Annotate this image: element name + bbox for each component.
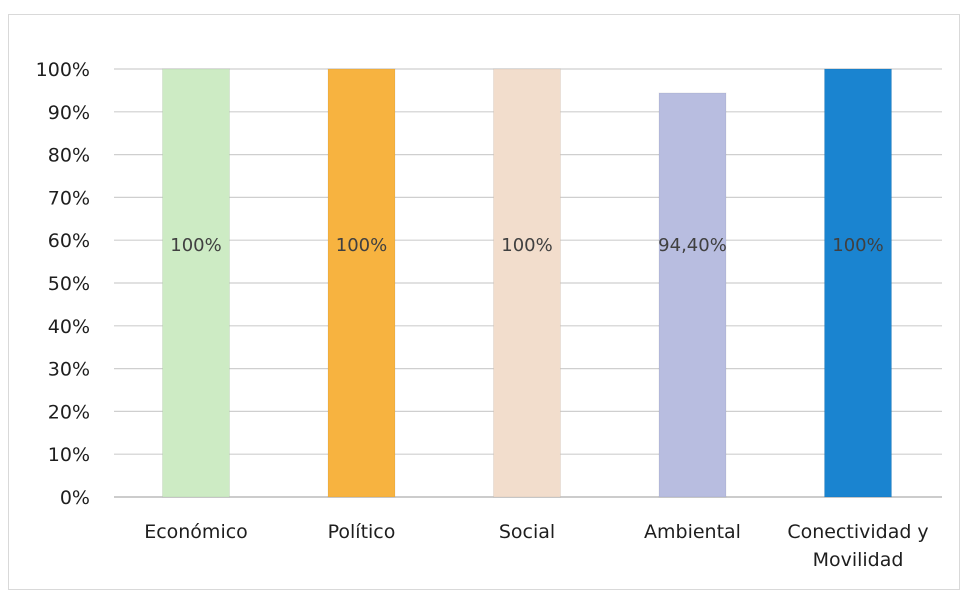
y-tick-label: 70% xyxy=(48,187,90,209)
bar-data-label: 100% xyxy=(832,235,883,256)
y-tick-label: 40% xyxy=(48,316,90,338)
y-tick-label: 50% xyxy=(48,273,90,295)
y-axis-ticks: 0% 10% 20% 30% 40% 50% 60% 70% 80% 90% 100% xyxy=(36,59,90,509)
y-tick-label: 80% xyxy=(48,145,90,167)
x-category-label: Movilidad xyxy=(813,549,904,571)
x-category-label: Conectividad y xyxy=(787,521,928,543)
bar xyxy=(658,92,727,498)
y-tick-label: 30% xyxy=(48,359,90,381)
bar xyxy=(493,68,561,498)
bar-data-label: 100% xyxy=(501,235,552,256)
y-tick-label: 10% xyxy=(48,444,90,466)
bar-data-label: 100% xyxy=(336,235,387,256)
bar-data-label: 100% xyxy=(170,235,221,256)
y-tick-label: 0% xyxy=(60,487,90,509)
bar xyxy=(824,68,892,498)
y-tick-label: 20% xyxy=(48,401,90,423)
bar xyxy=(327,68,396,498)
x-category-label: Económico xyxy=(144,521,248,543)
y-tick-label: 100% xyxy=(36,59,90,81)
x-category-label: Político xyxy=(328,521,396,543)
data-labels: 100% 100% 100% 94,40% 100% xyxy=(170,235,883,256)
bars xyxy=(162,68,892,498)
x-category-label: Ambiental xyxy=(644,521,741,543)
y-tick-label: 90% xyxy=(48,102,90,124)
x-category-label: Social xyxy=(499,521,555,543)
x-axis-labels: Económico Político Social Ambiental Conectiv… xyxy=(144,521,928,571)
bar-data-label: 94,40% xyxy=(658,235,727,256)
bar xyxy=(162,68,230,498)
y-tick-label: 60% xyxy=(48,230,90,252)
